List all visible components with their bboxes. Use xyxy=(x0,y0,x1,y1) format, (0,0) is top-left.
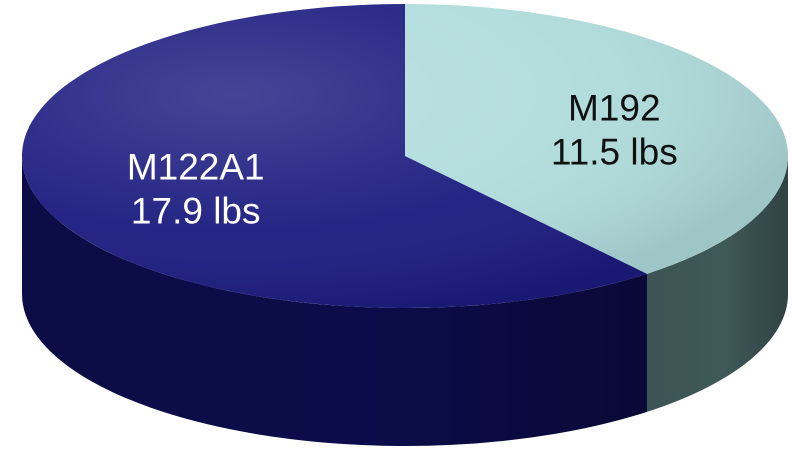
slice-label-m192: M192 xyxy=(568,87,661,128)
slice-label-m122a1: M122A1 xyxy=(127,147,265,188)
slice-side-shade-m122a1 xyxy=(22,156,647,447)
slice-value-m122a1: 17.9 lbs xyxy=(131,191,261,232)
slice-value-m192: 11.5 lbs xyxy=(551,131,678,172)
